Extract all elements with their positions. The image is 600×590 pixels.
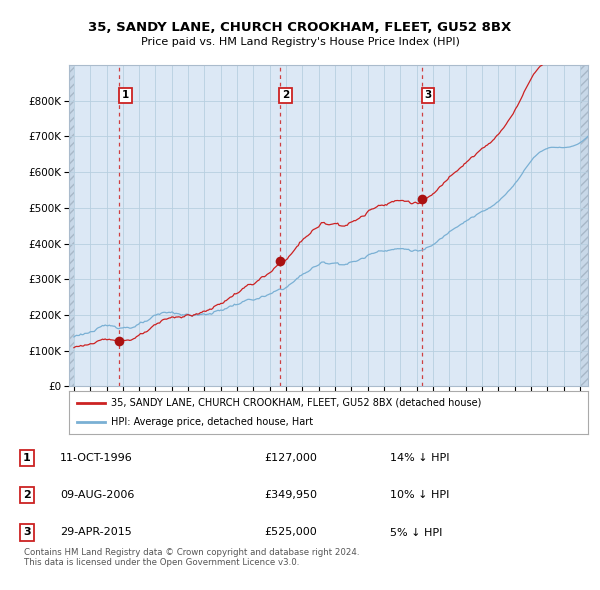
Text: 5% ↓ HPI: 5% ↓ HPI [390, 527, 442, 537]
Text: 14% ↓ HPI: 14% ↓ HPI [390, 453, 449, 463]
Text: 11-OCT-1996: 11-OCT-1996 [60, 453, 133, 463]
Text: 09-AUG-2006: 09-AUG-2006 [60, 490, 134, 500]
Text: 3: 3 [23, 527, 31, 537]
Text: HPI: Average price, detached house, Hart: HPI: Average price, detached house, Hart [110, 417, 313, 427]
Bar [69, 65, 74, 386]
Text: 1: 1 [122, 90, 129, 100]
Bar [580, 65, 588, 386]
Text: £525,000: £525,000 [264, 527, 317, 537]
Text: 29-APR-2015: 29-APR-2015 [60, 527, 132, 537]
Text: 10% ↓ HPI: 10% ↓ HPI [390, 490, 449, 500]
Text: 35, SANDY LANE, CHURCH CROOKHAM, FLEET, GU52 8BX: 35, SANDY LANE, CHURCH CROOKHAM, FLEET, … [88, 21, 512, 34]
Text: 35, SANDY LANE, CHURCH CROOKHAM, FLEET, GU52 8BX (detached house): 35, SANDY LANE, CHURCH CROOKHAM, FLEET, … [110, 398, 481, 408]
Text: 1: 1 [23, 453, 31, 463]
Text: 2: 2 [282, 90, 289, 100]
Text: £127,000: £127,000 [264, 453, 317, 463]
Text: 3: 3 [424, 90, 432, 100]
Text: 2: 2 [23, 490, 31, 500]
Text: Price paid vs. HM Land Registry's House Price Index (HPI): Price paid vs. HM Land Registry's House … [140, 37, 460, 47]
Text: £349,950: £349,950 [264, 490, 317, 500]
Text: Contains HM Land Registry data © Crown copyright and database right 2024.
This d: Contains HM Land Registry data © Crown c… [24, 548, 359, 567]
